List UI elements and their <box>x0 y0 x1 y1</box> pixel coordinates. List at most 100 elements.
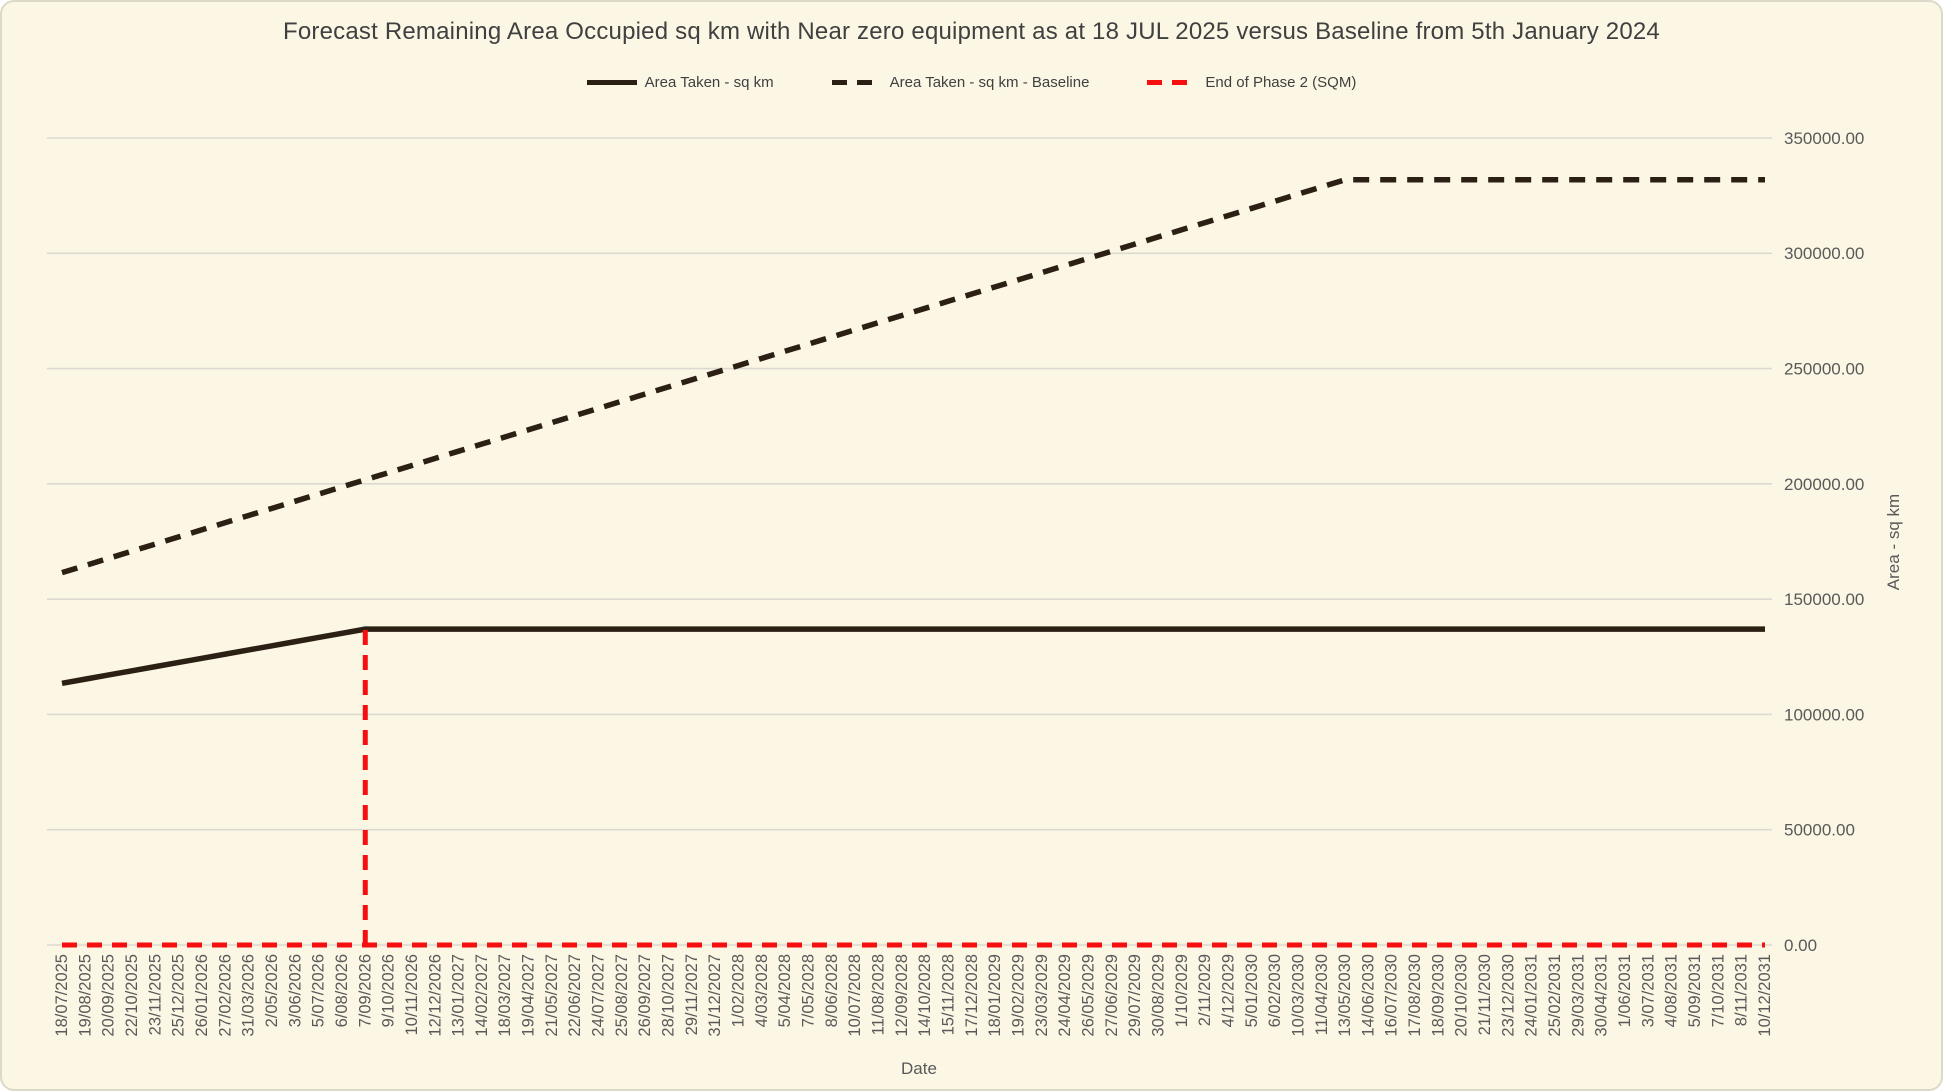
series-area-taken-sq-km-baseline <box>61 176 1765 576</box>
x-tick-label: 14/02/2027 <box>473 954 491 1037</box>
x-tick-label: 12/09/2028 <box>893 954 911 1037</box>
series-area-taken-sq-km <box>61 626 1765 687</box>
x-tick-label: 13/01/2027 <box>450 954 468 1037</box>
x-tick-label: 22/10/2025 <box>123 954 141 1037</box>
x-tick-label: 19/02/2029 <box>1009 954 1027 1037</box>
y-tick-label: 150000.00 <box>1784 590 1864 609</box>
x-tick-label: 26/05/2029 <box>1079 954 1097 1037</box>
x-tick-label: 6/02/2030 <box>1266 954 1284 1027</box>
x-tick-label: 29/03/2031 <box>1569 954 1587 1037</box>
legend-item-end-of-phase-2: End of Phase 2 (SQM) <box>1147 74 1356 91</box>
x-tick-label: 23/03/2029 <box>1033 954 1051 1037</box>
x-tick-label: 26/01/2026 <box>193 954 211 1037</box>
x-tick-label: 13/05/2030 <box>1336 954 1354 1037</box>
x-tick-label: 16/07/2030 <box>1383 954 1401 1037</box>
x-axis-title: Date <box>901 1059 937 1078</box>
x-tick-label: 31/12/2027 <box>706 954 724 1037</box>
x-tick-label: 17/12/2028 <box>963 954 981 1037</box>
x-tick-label: 5/09/2031 <box>1686 954 1704 1027</box>
legend-item-baseline: Area Taken - sq km - Baseline <box>831 74 1090 91</box>
x-tick-label: 8/11/2031 <box>1733 954 1751 1026</box>
x-tick-label: 29/11/2027 <box>683 954 701 1035</box>
x-tick-label: 24/04/2029 <box>1056 954 1074 1037</box>
x-tick-label: 24/01/2031 <box>1523 954 1541 1037</box>
y-tick-label: 100000.00 <box>1784 705 1864 724</box>
x-tick-label: 30/04/2031 <box>1593 954 1611 1037</box>
legend-item-area-taken: Area Taken - sq km <box>586 74 774 91</box>
x-tick-label: 18/01/2029 <box>986 954 1004 1037</box>
x-tick-label: 9/10/2026 <box>380 954 398 1027</box>
y-tick-label: 350000.00 <box>1784 129 1864 148</box>
x-tick-label: 3/06/2026 <box>286 954 304 1027</box>
chart-title: Forecast Remaining Area Occupied sq km w… <box>283 18 1660 45</box>
x-tick-label: 10/12/2031 <box>1756 954 1774 1037</box>
x-tick-label: 1/06/2031 <box>1616 954 1634 1027</box>
x-tick-label: 29/07/2029 <box>1126 954 1144 1037</box>
x-tick-label: 1/02/2028 <box>730 954 748 1027</box>
x-tick-label: 27/02/2026 <box>216 954 234 1037</box>
legend-label: Area Taken - sq km <box>644 74 774 91</box>
x-tick-label: 5/01/2030 <box>1243 954 1261 1027</box>
x-tick-label: 19/08/2025 <box>76 954 94 1037</box>
x-tick-label: 5/04/2028 <box>776 954 794 1027</box>
y-tick-label: 0.00 <box>1784 936 1817 955</box>
x-tick-label: 10/11/2026 <box>403 954 421 1035</box>
y-axis-title: Area - sq km <box>1884 494 1903 590</box>
x-tick-label: 6/08/2026 <box>333 954 351 1027</box>
x-tick-label: 21/05/2027 <box>543 954 561 1037</box>
x-tick-label: 31/03/2026 <box>240 954 258 1037</box>
x-tick-label: 22/06/2027 <box>566 954 584 1037</box>
x-tick-label: 2/05/2026 <box>263 954 281 1027</box>
solid-line-swatch-icon <box>586 80 637 85</box>
red-dashed-line-swatch-icon <box>1147 80 1198 85</box>
x-tick-label: 17/08/2030 <box>1406 954 1424 1037</box>
x-tick-label: 10/03/2030 <box>1289 954 1307 1037</box>
x-tick-label: 28/10/2027 <box>660 954 678 1037</box>
x-tick-label: 3/07/2031 <box>1639 954 1657 1027</box>
x-tick-label: 7/10/2031 <box>1709 954 1727 1027</box>
x-tick-label: 25/08/2027 <box>613 954 631 1037</box>
x-tick-label: 4/08/2031 <box>1663 954 1681 1027</box>
x-tick-label: 27/06/2029 <box>1103 954 1121 1037</box>
y-tick-label: 50000.00 <box>1784 821 1855 840</box>
x-tick-label: 11/04/2030 <box>1313 954 1331 1035</box>
series-end-of-phase-2-sqm- <box>62 629 1765 948</box>
x-tick-label: 24/07/2027 <box>590 954 608 1037</box>
x-tick-label: 2/11/2029 <box>1196 954 1214 1026</box>
x-tick-label: 18/03/2027 <box>496 954 514 1037</box>
series-line <box>61 176 1765 576</box>
x-tick-label: 25/12/2025 <box>170 954 188 1037</box>
x-tick-label: 11/08/2028 <box>870 954 888 1035</box>
x-tick-label: 15/11/2028 <box>939 954 957 1035</box>
y-tick-label: 250000.00 <box>1784 360 1864 379</box>
x-tick-label: 4/12/2029 <box>1219 954 1237 1027</box>
x-tick-label: 20/10/2030 <box>1453 954 1471 1037</box>
x-tick-label: 14/10/2028 <box>916 954 934 1037</box>
x-tick-label: 10/07/2028 <box>846 954 864 1037</box>
y-tick-label: 300000.00 <box>1784 244 1864 263</box>
x-tick-label: 8/06/2028 <box>823 954 841 1027</box>
x-tick-label: 23/12/2030 <box>1499 954 1517 1037</box>
x-axis-labels: 18/07/2025 19/08/2025 20/09/2025 22/10/2025… <box>53 954 1774 1037</box>
legend-label: Area Taken - sq km - Baseline <box>889 74 1090 91</box>
x-tick-label: 30/08/2029 <box>1149 954 1167 1037</box>
gridlines <box>47 137 1772 946</box>
x-tick-label: 26/09/2027 <box>636 954 654 1037</box>
x-tick-label: 5/07/2026 <box>310 954 328 1027</box>
x-tick-label: 4/03/2028 <box>753 954 771 1027</box>
x-tick-label: 23/11/2025 <box>146 954 164 1035</box>
y-axis-labels: 0.00 50000.00 100000.00 150000.00 200000.00 2… <box>1784 129 1864 955</box>
x-tick-label: 1/10/2029 <box>1173 954 1191 1027</box>
legend-label: End of Phase 2 (SQM) <box>1205 74 1357 91</box>
x-tick-label: 18/07/2025 <box>53 954 71 1037</box>
legend: Area Taken - sq km Area Taken - sq km - … <box>2 74 1941 91</box>
y-tick-label: 200000.00 <box>1784 475 1864 494</box>
series-line <box>61 626 1765 687</box>
x-tick-label: 20/09/2025 <box>100 954 118 1037</box>
x-tick-label: 12/12/2026 <box>426 954 444 1037</box>
dashed-line-swatch-icon <box>831 80 882 85</box>
x-tick-label: 18/09/2030 <box>1429 954 1447 1037</box>
x-tick-label: 14/06/2030 <box>1359 954 1377 1037</box>
